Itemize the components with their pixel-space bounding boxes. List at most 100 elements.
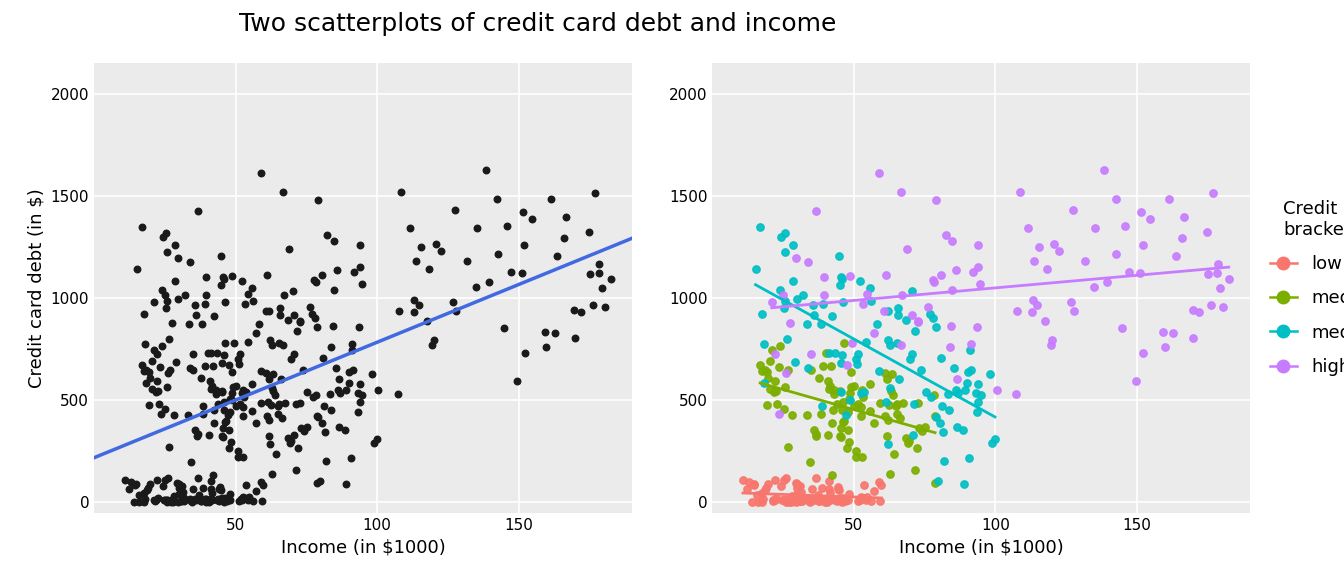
Point — [757, 373, 778, 382]
Point — [1200, 300, 1222, 309]
Point — [164, 411, 185, 420]
Point — [905, 326, 926, 335]
Point — [253, 480, 274, 490]
Point — [923, 277, 945, 286]
Point — [570, 307, 591, 316]
Point — [284, 310, 305, 319]
Point — [410, 242, 431, 252]
Point — [805, 430, 827, 439]
Point — [933, 428, 954, 437]
Point — [227, 452, 249, 461]
Point — [200, 385, 222, 394]
Point — [832, 495, 853, 505]
Point — [133, 367, 155, 376]
Point — [966, 323, 988, 332]
Point — [957, 367, 978, 377]
Point — [825, 495, 847, 505]
Point — [274, 398, 296, 407]
Point — [790, 494, 812, 503]
Point — [859, 284, 880, 293]
Y-axis label: Credit card debt (in $): Credit card debt (in $) — [27, 188, 46, 388]
Point — [227, 354, 249, 363]
Point — [849, 494, 871, 503]
Point — [265, 391, 286, 400]
Point — [200, 494, 222, 503]
Point — [753, 494, 774, 503]
Point — [837, 490, 859, 499]
Point — [214, 351, 235, 360]
Point — [1074, 256, 1095, 265]
Point — [742, 498, 763, 507]
Point — [851, 402, 872, 411]
Point — [1118, 267, 1140, 276]
Point — [323, 321, 344, 331]
Point — [179, 363, 200, 373]
Point — [925, 478, 946, 487]
Point — [797, 257, 818, 267]
Point — [821, 471, 843, 480]
Point — [765, 350, 786, 359]
Point — [218, 444, 239, 453]
Point — [837, 425, 859, 434]
Point — [845, 446, 867, 456]
Point — [198, 497, 219, 506]
Point — [954, 480, 976, 489]
Point — [289, 318, 310, 327]
Point — [832, 495, 853, 504]
Point — [515, 348, 536, 358]
Point — [160, 365, 181, 374]
Point — [234, 494, 255, 503]
Point — [347, 388, 368, 397]
Point — [773, 405, 794, 414]
Point — [851, 453, 872, 462]
Point — [207, 400, 228, 409]
Point — [856, 289, 878, 298]
Point — [290, 424, 312, 433]
Point — [849, 276, 871, 286]
Point — [792, 496, 813, 505]
Point — [535, 327, 556, 336]
Point — [755, 485, 777, 494]
Point — [138, 367, 160, 376]
Point — [507, 376, 528, 385]
Point — [818, 477, 840, 486]
Point — [762, 497, 784, 506]
Point — [789, 497, 810, 506]
Point — [145, 388, 167, 397]
Point — [203, 418, 224, 427]
Point — [297, 388, 319, 397]
Point — [769, 285, 790, 294]
Point — [245, 487, 266, 496]
Point — [931, 401, 953, 411]
Point — [903, 399, 925, 408]
Point — [207, 495, 228, 505]
Point — [403, 308, 425, 317]
Point — [867, 319, 888, 328]
Point — [223, 338, 245, 347]
Point — [805, 431, 827, 441]
Point — [759, 385, 781, 394]
Point — [341, 345, 363, 354]
Point — [388, 306, 410, 316]
Point — [190, 496, 211, 505]
Point — [366, 434, 387, 444]
Point — [251, 398, 273, 407]
Point — [771, 495, 793, 505]
Point — [927, 476, 949, 486]
Point — [211, 388, 233, 397]
Point — [883, 391, 905, 400]
Point — [125, 480, 146, 489]
Point — [1163, 329, 1184, 338]
Point — [255, 306, 277, 316]
Point — [160, 495, 181, 504]
Point — [823, 385, 844, 394]
Point — [809, 373, 831, 382]
Point — [285, 466, 306, 475]
Point — [146, 494, 168, 503]
Point — [204, 406, 226, 415]
Point — [214, 497, 235, 506]
Point — [405, 256, 426, 266]
Point — [536, 343, 558, 352]
Point — [212, 432, 234, 441]
Point — [362, 369, 383, 378]
